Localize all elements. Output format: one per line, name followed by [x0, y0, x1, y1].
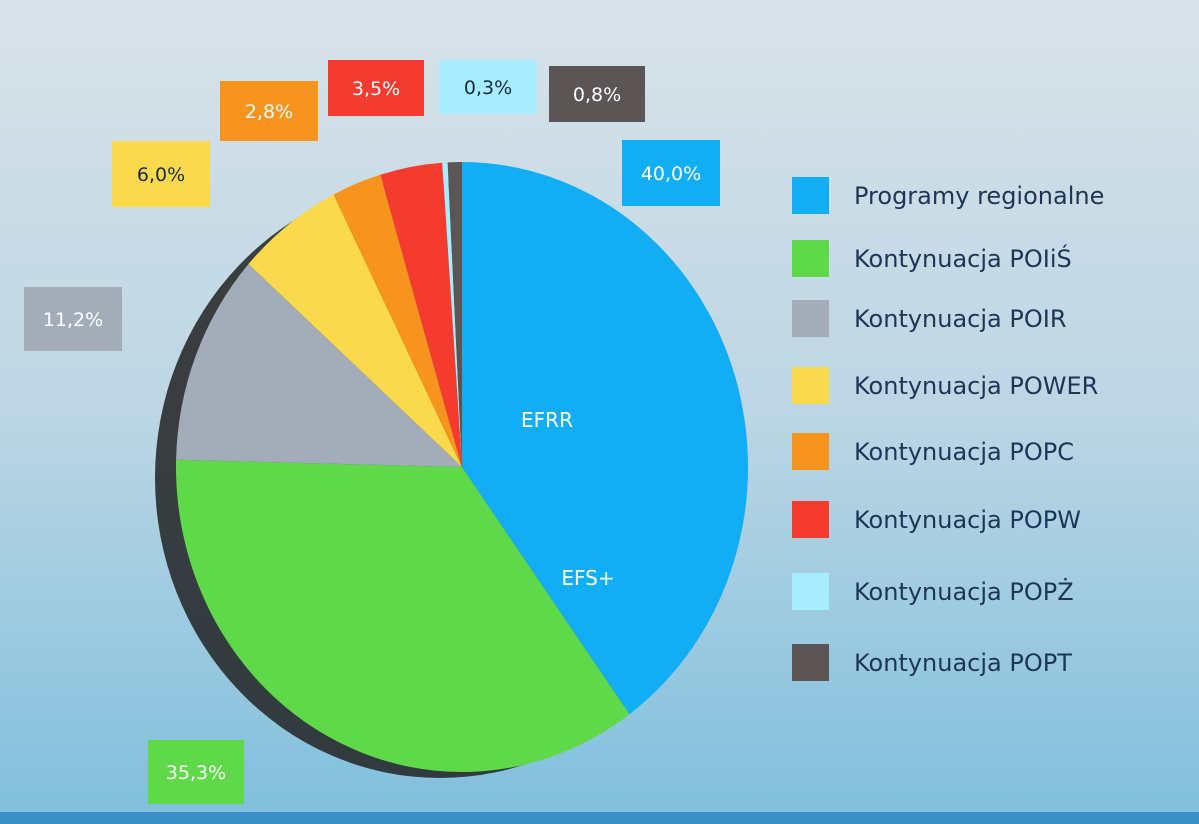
legend-swatch [792, 177, 829, 214]
value-label: 35,3% [166, 762, 226, 784]
value-label-box [439, 60, 537, 114]
legend-swatch [792, 573, 829, 610]
value-label: 11,2% [43, 309, 103, 331]
value-label-box [622, 140, 720, 206]
pie-slice [176, 459, 630, 772]
legend-swatch [792, 644, 829, 681]
pie-slice [333, 174, 462, 467]
annotation: EFRR [521, 408, 573, 432]
pie-slice [462, 162, 748, 715]
value-label-box [549, 66, 645, 122]
footer-strip [0, 812, 1199, 824]
value-label-box [220, 81, 318, 141]
legend-swatch [792, 367, 829, 404]
pie-slice [380, 162, 462, 467]
legend-label: Programy regionalne [854, 182, 1104, 210]
legend-label: Kontynuacja POPŻ [854, 577, 1074, 606]
value-label-box [112, 141, 210, 207]
pie-slice [442, 162, 462, 468]
value-label: 3,5% [352, 78, 400, 100]
pie-slice [248, 194, 462, 467]
value-label: 2,8% [245, 101, 293, 123]
pie-slice [447, 162, 462, 467]
value-label-box [148, 740, 244, 804]
legend-label: Kontynuacja POPW [854, 506, 1081, 534]
legend-swatch [792, 300, 829, 337]
value-label-box [24, 287, 122, 351]
legend-label: Kontynuacja POPT [854, 649, 1072, 677]
annotation: EFS+ [561, 566, 614, 590]
legend-label: Kontynuacja POWER [854, 372, 1098, 400]
value-label: 40,0% [641, 163, 701, 185]
legend-swatch [792, 240, 829, 277]
pie-slice [176, 264, 463, 467]
legend-label: Kontynuacja POPC [854, 438, 1074, 466]
legend-swatch [792, 433, 829, 470]
value-label: 0,8% [573, 84, 621, 106]
value-label-box [328, 60, 424, 116]
legend-label: Kontynuacja POIR [854, 305, 1067, 333]
legend-swatch [792, 501, 829, 538]
value-label: 0,3% [464, 77, 512, 99]
legend-label: Kontynuacja POIiŚ [854, 243, 1072, 273]
value-label: 6,0% [137, 164, 185, 186]
